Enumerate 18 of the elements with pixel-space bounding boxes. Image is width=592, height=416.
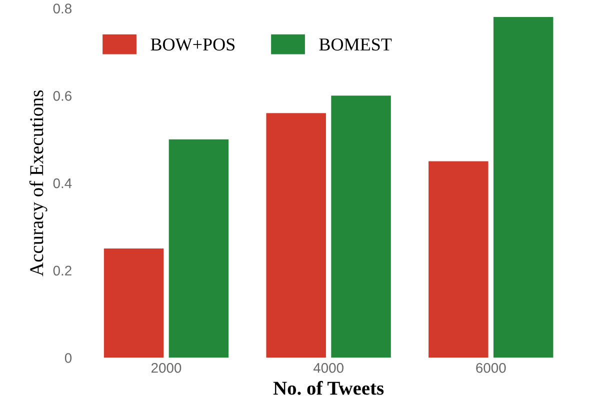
x-tick-label: 6000 <box>476 362 506 373</box>
bar <box>104 248 164 358</box>
bar <box>266 113 326 358</box>
x-tick-label: 4000 <box>313 362 344 373</box>
bar <box>428 161 488 358</box>
y-tick-label: 0 <box>64 353 72 363</box>
y-axis-title: Accuracy of Executions <box>29 90 48 276</box>
y-tick-label: 0.4 <box>53 178 72 188</box>
legend-label: BOMEST <box>319 38 392 51</box>
y-tick-label: 0.8 <box>53 4 72 14</box>
bar <box>493 17 554 358</box>
y-tick-label: 0.6 <box>53 91 72 101</box>
bar <box>331 96 391 358</box>
y-tick-label: 0.2 <box>53 266 72 276</box>
x-axis-title: No. of Tweets <box>273 380 384 395</box>
x-tick-label: 2000 <box>151 362 182 373</box>
bar <box>168 139 229 358</box>
legend-label: BOW+POS <box>150 38 235 51</box>
